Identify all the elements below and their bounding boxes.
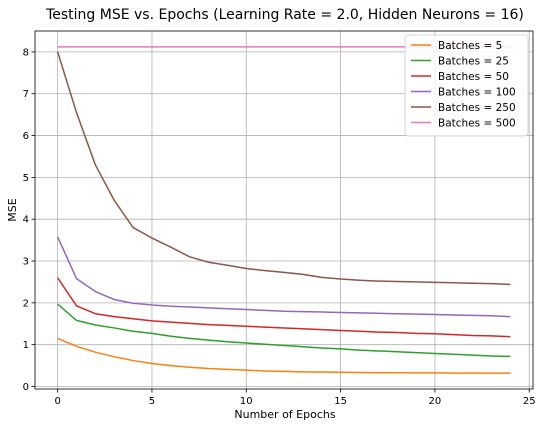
plot-frame bbox=[34, 30, 534, 390]
legend-label: Batches = 250 bbox=[438, 102, 516, 114]
legend-box bbox=[404, 34, 529, 137]
y-tick-label: 0 bbox=[23, 382, 29, 393]
series-line bbox=[56, 51, 511, 286]
x-tick-label: 10 bbox=[240, 396, 253, 407]
x-tick-label: 15 bbox=[334, 396, 347, 407]
x-axis-label: Number of Epochs bbox=[234, 408, 335, 421]
y-tick-label: 5 bbox=[23, 173, 29, 184]
series-line bbox=[56, 236, 511, 318]
y-axis-label: MSE bbox=[6, 198, 19, 221]
x-tick-label: 5 bbox=[149, 396, 155, 407]
legend-label: Batches = 50 bbox=[438, 71, 509, 83]
x-tick-label: 25 bbox=[523, 396, 536, 407]
series-line bbox=[57, 337, 511, 374]
y-tick-label: 6 bbox=[23, 131, 29, 142]
y-tick-label: 1 bbox=[23, 340, 29, 351]
y-tick-label: 8 bbox=[23, 47, 29, 58]
y-tick-label: 4 bbox=[23, 215, 29, 226]
y-tick-label: 7 bbox=[23, 89, 29, 100]
y-tick-label: 3 bbox=[23, 257, 29, 268]
series-line bbox=[57, 277, 511, 338]
legend-label: Batches = 5 bbox=[438, 40, 502, 52]
chart-title: Testing MSE vs. Epochs (Learning Rate = … bbox=[45, 7, 524, 23]
x-tick-label: 0 bbox=[54, 396, 60, 407]
legend-label: Batches = 25 bbox=[438, 56, 509, 68]
legend-label: Batches = 100 bbox=[438, 87, 516, 99]
y-tick-label: 2 bbox=[23, 298, 29, 309]
x-tick-label: 20 bbox=[429, 396, 442, 407]
legend-label: Batches = 500 bbox=[438, 118, 516, 130]
series-line bbox=[57, 303, 511, 358]
